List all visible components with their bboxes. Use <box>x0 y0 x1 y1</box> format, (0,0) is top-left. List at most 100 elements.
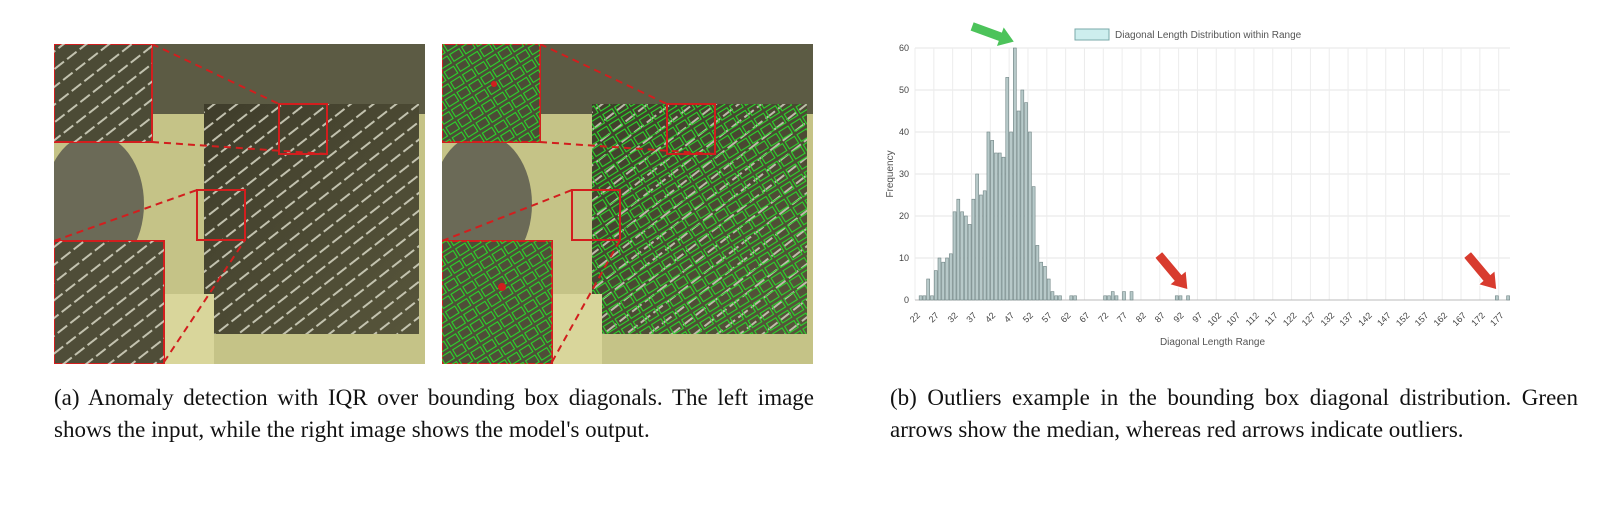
x-tick-label: 97 <box>1190 310 1204 324</box>
histogram-bar <box>945 257 949 301</box>
x-tick-label: 152 <box>1394 310 1412 328</box>
x-tick-label: 27 <box>927 310 941 324</box>
histogram-bar <box>1001 156 1006 301</box>
histogram-bar <box>1186 295 1190 301</box>
histogram-bar <box>941 261 946 301</box>
histogram-bar <box>1013 47 1017 301</box>
x-tick-label: 122 <box>1281 310 1299 328</box>
x-tick-label: 107 <box>1224 310 1242 328</box>
x-tick-label: 62 <box>1059 310 1073 324</box>
caption-b: (b) Outliers example in the bounding box… <box>890 385 1578 442</box>
x-tick-label: 87 <box>1153 310 1167 324</box>
histogram-bar <box>997 152 1002 301</box>
histogram-chart: 0 10 20 30 40 50 60 22 27 32 37 42 47 52 57 62 67 72 77 82 8… <box>885 20 1585 360</box>
x-tick-label: 37 <box>964 310 978 324</box>
x-tick-label: 142 <box>1356 310 1374 328</box>
x-tick-label: 47 <box>1002 310 1016 324</box>
histogram-bar <box>956 198 961 301</box>
y-tick-label: 50 <box>899 85 909 95</box>
x-tick-label: 72 <box>1096 310 1110 324</box>
histogram-svg: 0 10 20 30 40 50 60 22 27 32 37 42 47 52 57 62 67 72 77 82 8… <box>885 20 1510 348</box>
histogram-bar <box>1122 291 1126 301</box>
histogram-bar <box>1035 245 1040 301</box>
histogram-bar <box>933 270 938 301</box>
outlier-arrow <box>1153 250 1189 291</box>
x-tick-label: 167 <box>1450 310 1468 328</box>
x-tick-label: 137 <box>1337 310 1355 328</box>
outlier-arrow <box>1462 250 1498 291</box>
median-arrow-shape <box>969 20 1016 48</box>
x-tick-label: 157 <box>1413 310 1431 328</box>
histogram-bar <box>1174 295 1179 301</box>
x-tick-label: 177 <box>1488 310 1506 328</box>
histogram-bar <box>1054 295 1059 301</box>
x-tick-label: 117 <box>1263 310 1280 327</box>
histogram-bar <box>1046 278 1051 301</box>
histogram-bar <box>1178 295 1183 301</box>
histogram-bar <box>967 224 972 301</box>
x-tick-label: 82 <box>1134 310 1148 324</box>
legend-swatch <box>1074 28 1110 41</box>
x-tick-label: 22 <box>908 310 922 324</box>
annotations <box>969 20 1498 291</box>
histogram-bar <box>1506 295 1510 301</box>
x-tick-label: 67 <box>1077 310 1091 324</box>
x-tick-label: 147 <box>1375 310 1393 328</box>
histogram-bar <box>1009 131 1013 301</box>
histogram-bar <box>937 257 942 301</box>
x-tick-label: 42 <box>983 310 997 324</box>
x-tick-label: 102 <box>1206 310 1224 328</box>
caption-a: (a) Anomaly detection with IQR over boun… <box>54 385 814 442</box>
bars <box>918 47 1510 301</box>
histogram-bar <box>964 215 968 301</box>
median-arrow <box>969 20 1016 48</box>
histogram-bar <box>1043 266 1047 301</box>
histogram-bar <box>1031 186 1036 301</box>
outlier-arrow-shape <box>1462 250 1498 291</box>
histogram-bar <box>918 295 923 301</box>
histogram-bar <box>1039 261 1043 301</box>
input-image <box>54 44 425 364</box>
histogram-bar <box>1107 295 1111 301</box>
x-tick-label: 32 <box>946 310 960 324</box>
histogram-bar <box>1103 295 1107 301</box>
histogram-bar <box>1050 291 1055 301</box>
histogram-bar <box>1073 295 1077 301</box>
x-tick-label: 127 <box>1300 310 1318 328</box>
y-axis-label: Frequency <box>885 150 896 197</box>
histogram-bar <box>1495 295 1499 301</box>
histogram-bar <box>1058 295 1062 301</box>
y-tick-label: 0 <box>904 295 909 305</box>
x-tick-label: 57 <box>1040 310 1054 324</box>
histogram-bar <box>994 152 998 301</box>
histogram-bar <box>930 295 934 301</box>
output-image <box>442 44 813 364</box>
y-tick-label: 40 <box>899 127 909 137</box>
histogram-bar <box>971 198 976 301</box>
histogram-bar <box>982 190 987 301</box>
x-tick-label: 132 <box>1319 310 1337 328</box>
histogram-bar <box>926 278 930 301</box>
x-tick-label: 172 <box>1469 310 1487 328</box>
histogram-bar <box>990 140 994 301</box>
y-tick-label: 20 <box>899 211 909 221</box>
histogram-bar <box>922 295 927 301</box>
x-axis-label: Diagonal Length Range <box>1160 337 1266 348</box>
histogram-bar <box>948 253 953 301</box>
histogram-bar <box>1024 102 1028 301</box>
histogram-bar <box>1020 89 1025 301</box>
outlier-arrow-shape <box>1153 250 1189 291</box>
histogram-bar <box>975 173 979 301</box>
x-tick-label: 52 <box>1021 310 1035 324</box>
x-tick-label: 92 <box>1172 310 1186 324</box>
histogram-bar <box>1069 295 1074 301</box>
panel-a <box>54 44 814 364</box>
histogram-bar <box>1114 295 1119 301</box>
histogram-bar <box>960 211 964 301</box>
histogram-bar <box>979 194 983 301</box>
legend: Diagonal Length Distribution within Rang… <box>1074 28 1302 41</box>
legend-label: Diagonal Length Distribution within Rang… <box>1115 30 1302 41</box>
histogram-bar <box>1110 291 1115 301</box>
y-tick-label: 60 <box>899 43 909 53</box>
y-tick-label: 10 <box>899 253 909 263</box>
